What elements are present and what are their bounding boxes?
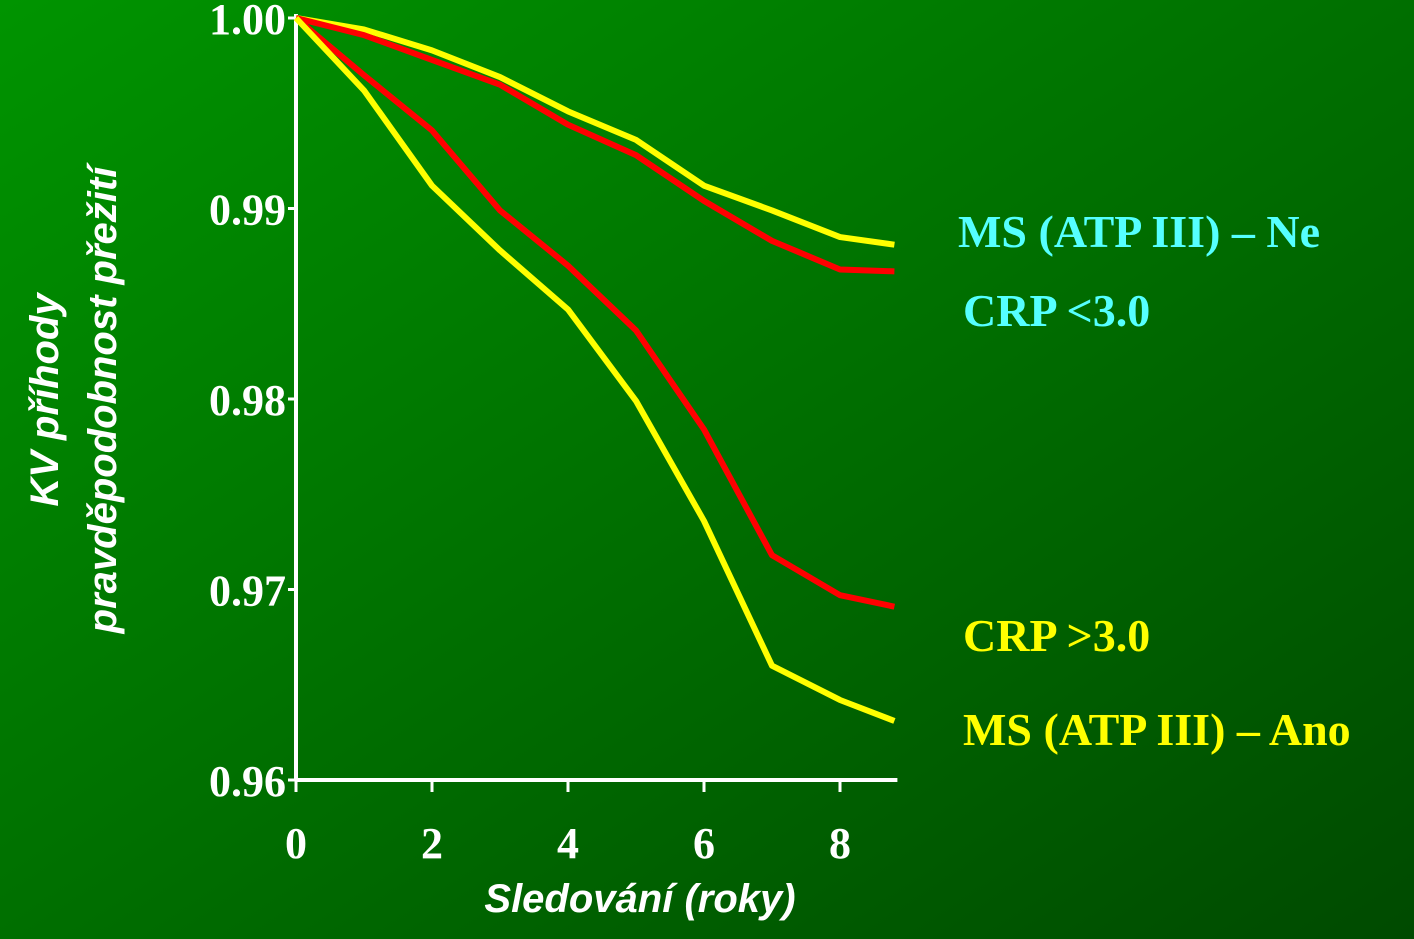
series-line	[295, 15, 895, 275]
y-tick-label: 0.99	[209, 186, 286, 235]
y-axis-label-line: pravděpodobnost přežití	[81, 162, 125, 635]
x-tick-label: 0	[285, 819, 307, 868]
x-tick-label: 6	[693, 819, 715, 868]
y-axis-label: KV příhody pravděpodobnost přežití	[23, 162, 125, 635]
series-annotation: MS (ATP III) – Ne	[958, 206, 1320, 257]
y-tick-label: 0.98	[209, 376, 286, 425]
series-annotation: CRP <3.0	[963, 285, 1150, 336]
y-tick-label: 0.96	[209, 757, 286, 806]
series-annotation: CRP >3.0	[963, 610, 1150, 661]
y-tick-label: 1.00	[209, 0, 286, 44]
x-tick-label: 2	[421, 819, 443, 868]
x-tick-label: 4	[557, 819, 579, 868]
series-line	[293, 15, 896, 724]
y-tick-label: 0.97	[209, 567, 286, 616]
series-line	[294, 15, 896, 610]
y-axis-label-line: KV příhody	[23, 292, 67, 507]
series-line	[295, 15, 895, 248]
x-axis-label: Sledování (roky)	[484, 877, 795, 921]
series-annotation: MS (ATP III) – Ano	[963, 704, 1351, 755]
x-tick-label: 8	[829, 819, 851, 868]
